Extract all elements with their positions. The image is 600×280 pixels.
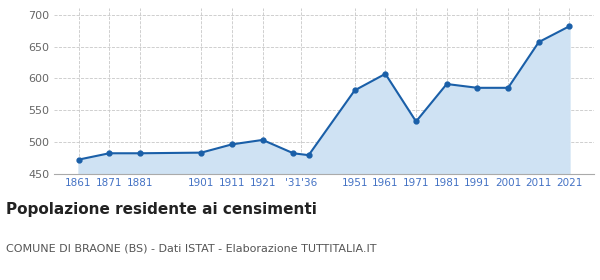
Text: COMUNE DI BRAONE (BS) - Dati ISTAT - Elaborazione TUTTITALIA.IT: COMUNE DI BRAONE (BS) - Dati ISTAT - Ela… xyxy=(6,244,377,254)
Text: Popolazione residente ai censimenti: Popolazione residente ai censimenti xyxy=(6,202,317,217)
